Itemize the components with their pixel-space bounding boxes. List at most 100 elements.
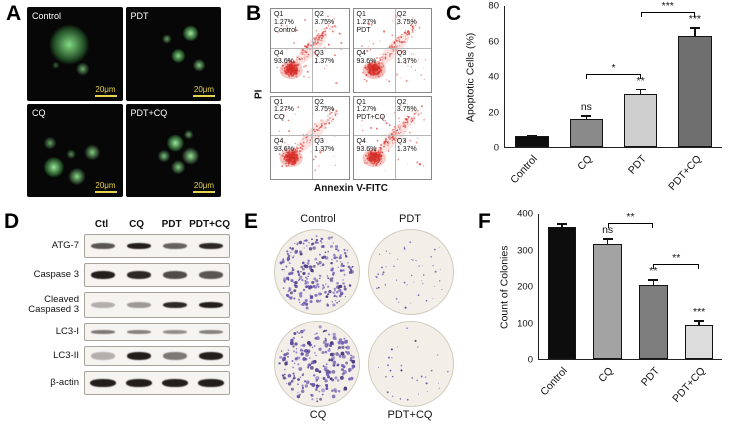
y-tick: 0 (527, 354, 533, 366)
colony-dots (278, 325, 356, 403)
colony-dots (279, 235, 354, 310)
blot-rows: ATG-7 Caspase 3 Cleaved Caspased 3 LC3-I… (6, 234, 230, 400)
significance-label: *** (688, 13, 702, 26)
blot-row-caspase3: Caspase 3 (6, 263, 230, 287)
bar (639, 284, 668, 359)
panel-d-letter: D (4, 210, 20, 233)
significance-label: ns (602, 224, 614, 237)
blot-box (84, 371, 230, 395)
quadrant-q4-label: Q4 93.6% (356, 137, 377, 153)
quadrant-divider-vertical (312, 9, 314, 92)
protein-label: ATG-7 (51, 240, 79, 252)
quadrant-divider-horizontal (271, 47, 349, 49)
panel-c-letter: C (446, 2, 462, 25)
scale-text: 20μm (95, 181, 116, 190)
x-tick-label: PDT (638, 365, 662, 389)
quadrant-divider-vertical (312, 96, 314, 179)
scale-line (193, 94, 215, 97)
colony-count-bar-chart: Count of Colonies 400 300 200 100 0 ns *… (498, 209, 726, 422)
flow-y-axis-label: PI (253, 89, 265, 99)
bar (623, 94, 658, 147)
bar-group-pdtcq: *** (676, 214, 722, 359)
dish-grid (274, 229, 454, 407)
significance-label: ns (580, 101, 592, 114)
scale-bar: 20μm (193, 181, 215, 193)
bar-group-cq: ns (585, 214, 631, 359)
micrograph-label: CQ (32, 107, 46, 118)
blot-box (84, 346, 230, 366)
error-bar (602, 238, 613, 245)
dish-pdtcq (368, 321, 454, 407)
quadrant-q3-label: Q3 1.37% (396, 50, 417, 66)
dish-top-labels: Control PDT (272, 213, 456, 225)
error-bar (689, 27, 700, 36)
protein-label: Cleaved Caspased 3 (28, 294, 79, 315)
quadrant-q1-label: Q1 1.27% CQ (274, 98, 294, 122)
x-tick-label: PDT (626, 153, 650, 177)
dish-label: PDT+CQ (387, 409, 433, 421)
plot-area: ns ** *** * *** (504, 0, 722, 148)
error-bar (635, 88, 646, 95)
micrograph-pdt: PDT 20μm (125, 7, 221, 101)
dish-control (274, 229, 360, 315)
y-tick: 20 (488, 107, 499, 118)
y-tick: 80 (488, 0, 499, 12)
flow-x-axis-label: Annexin V-FITC (314, 183, 388, 194)
blot-lane-headers: Ctl CQ PDT PDT+CQ (84, 219, 230, 230)
error-bar (694, 320, 705, 325)
blot-row-atg7: ATG-7 (6, 234, 230, 258)
dish-cq (274, 321, 360, 407)
significance-bracket: * (586, 62, 641, 79)
protein-label: LC3-II (53, 350, 79, 362)
dish-bottom-labels: CQ PDT+CQ (272, 409, 456, 421)
micrograph-pdtcq: PDT+CQ 20μm (125, 103, 221, 197)
panel-e-letter: E (244, 210, 259, 233)
significance-bracket: *** (640, 0, 695, 18)
protein-label: Caspase 3 (33, 269, 79, 281)
quadrant-q1-label: Q1 1.27% Control (274, 11, 297, 34)
micrograph-label: PDT (130, 11, 149, 21)
blot-row-lc3-2: LC3-II (6, 346, 230, 366)
panel-b-letter: B (246, 2, 262, 25)
scale-bar: 20μm (94, 181, 117, 193)
bar-group-control (539, 214, 585, 359)
significance-label: ** (649, 265, 658, 278)
x-axis-ticks: Control CQ PDT PDT+CQ (504, 150, 722, 204)
y-tick: 200 (517, 281, 533, 293)
scale-line (94, 94, 117, 97)
bar-group-pdt: ** (614, 6, 668, 147)
lane-label: PDT (161, 219, 182, 230)
bar (547, 226, 577, 359)
bar (678, 35, 712, 147)
scale-text: 20μm (193, 84, 215, 94)
scale-line (193, 191, 215, 193)
quadrant-q2-label: Q2 3.75% (396, 11, 417, 26)
scale-text: 20μm (193, 181, 215, 190)
quadrant-divider-horizontal (353, 47, 431, 49)
sample-name: CQ (274, 114, 285, 122)
quadrant-q4-label: Q4 93.6% (274, 50, 294, 66)
lane-label: Ctl (94, 219, 109, 230)
x-tick-label: CQ (575, 153, 595, 173)
quadrant-divider-horizontal (271, 135, 349, 137)
bar (684, 324, 714, 359)
blot-box (84, 292, 230, 318)
dish-label: CQ (309, 409, 327, 421)
significance-bracket: ** (653, 252, 700, 270)
panel-a-letter: A (6, 2, 22, 25)
flow-plot-cq: Q1 1.27% CQ Q2 3.75% Q4 93.6% Q3 1.37% (270, 95, 350, 180)
colony-dots (375, 241, 443, 309)
y-tick: 60 (488, 36, 499, 47)
bar (515, 136, 549, 147)
bar-group-control (505, 6, 559, 147)
lane-label: CQ (129, 219, 145, 230)
y-tick: 40 (488, 71, 499, 83)
quadrant-q4-label: Q4 93.6% (274, 137, 294, 153)
quadrant-q2-label: Q2 3.75% (314, 11, 335, 26)
sample-name: Control (274, 26, 297, 34)
bar (569, 118, 604, 147)
panel-f-letter: F (478, 210, 491, 233)
flow-plot-control: Q1 1.27% Control Q2 3.75% Q4 93.6% Q3 1.37% (270, 8, 350, 93)
x-tick-label: PDT+CQ (666, 153, 704, 193)
